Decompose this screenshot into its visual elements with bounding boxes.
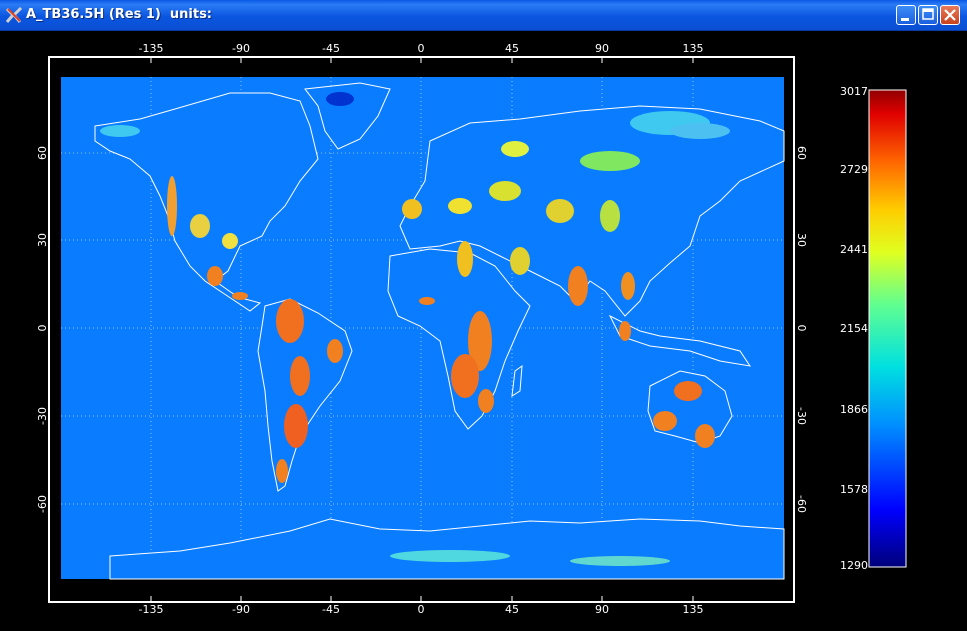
colorbar-label: 1578 (840, 483, 868, 496)
madagascar (511, 364, 523, 397)
close-icon (944, 9, 956, 21)
colorbar (868, 89, 907, 568)
close-button[interactable] (940, 5, 960, 25)
colorbar-label: 3017 (840, 85, 868, 98)
eurasia (399, 105, 785, 317)
colorbar-label: 1290 (840, 559, 868, 572)
minimize-button[interactable] (896, 5, 916, 25)
maximize-icon (922, 8, 934, 20)
lat-label-right: -60 (795, 495, 808, 513)
lat-label-right: 0 (795, 325, 808, 332)
colorbar-label: 2729 (840, 163, 868, 176)
colorbar-label: 2154 (840, 322, 868, 335)
lat-label-left: 0 (36, 325, 49, 332)
window-title: A_TB36.5H (Res 1) units: (26, 7, 213, 22)
colorbar-label: 2441 (840, 243, 868, 256)
lon-label-top: 90 (595, 42, 609, 55)
lat-label-left: 60 (36, 146, 49, 160)
lon-label-top: -45 (322, 42, 340, 55)
lat-label-right: 60 (795, 146, 808, 160)
lon-label-bottom: -135 (139, 603, 164, 616)
idl-app-icon (5, 6, 23, 23)
colorbar-label: 1866 (840, 403, 868, 416)
lat-label-left: -30 (36, 407, 49, 425)
lon-label-bottom: -90 (232, 603, 250, 616)
lon-label-bottom: 45 (505, 603, 519, 616)
frame-ticks (150, 57, 694, 602)
lon-label-bottom: 135 (683, 603, 704, 616)
minimize-icon (901, 18, 909, 21)
lon-label-top: -135 (139, 42, 164, 55)
lat-label-right: 30 (795, 233, 808, 247)
lon-label-bottom: -45 (322, 603, 340, 616)
lon-label-top: 45 (505, 42, 519, 55)
indonesia (608, 314, 752, 367)
title-bar[interactable]: A_TB36.5H (Res 1) units: (0, 0, 967, 31)
lat-label-right: -30 (795, 407, 808, 425)
lon-label-top: -90 (232, 42, 250, 55)
lon-label-bottom: 90 (595, 603, 609, 616)
lon-label-top: 135 (683, 42, 704, 55)
lon-label-top: 0 (418, 42, 425, 55)
map-plot: -135 -90 -45 0 45 90 135 -135 -90 -45 0 … (36, 42, 907, 616)
lon-label-bottom: 0 (418, 603, 425, 616)
north-america (94, 92, 319, 312)
lat-label-left: 30 (36, 233, 49, 247)
lat-label-left: -60 (36, 495, 49, 513)
tb-features (100, 92, 730, 566)
maximize-button[interactable] (918, 5, 938, 25)
